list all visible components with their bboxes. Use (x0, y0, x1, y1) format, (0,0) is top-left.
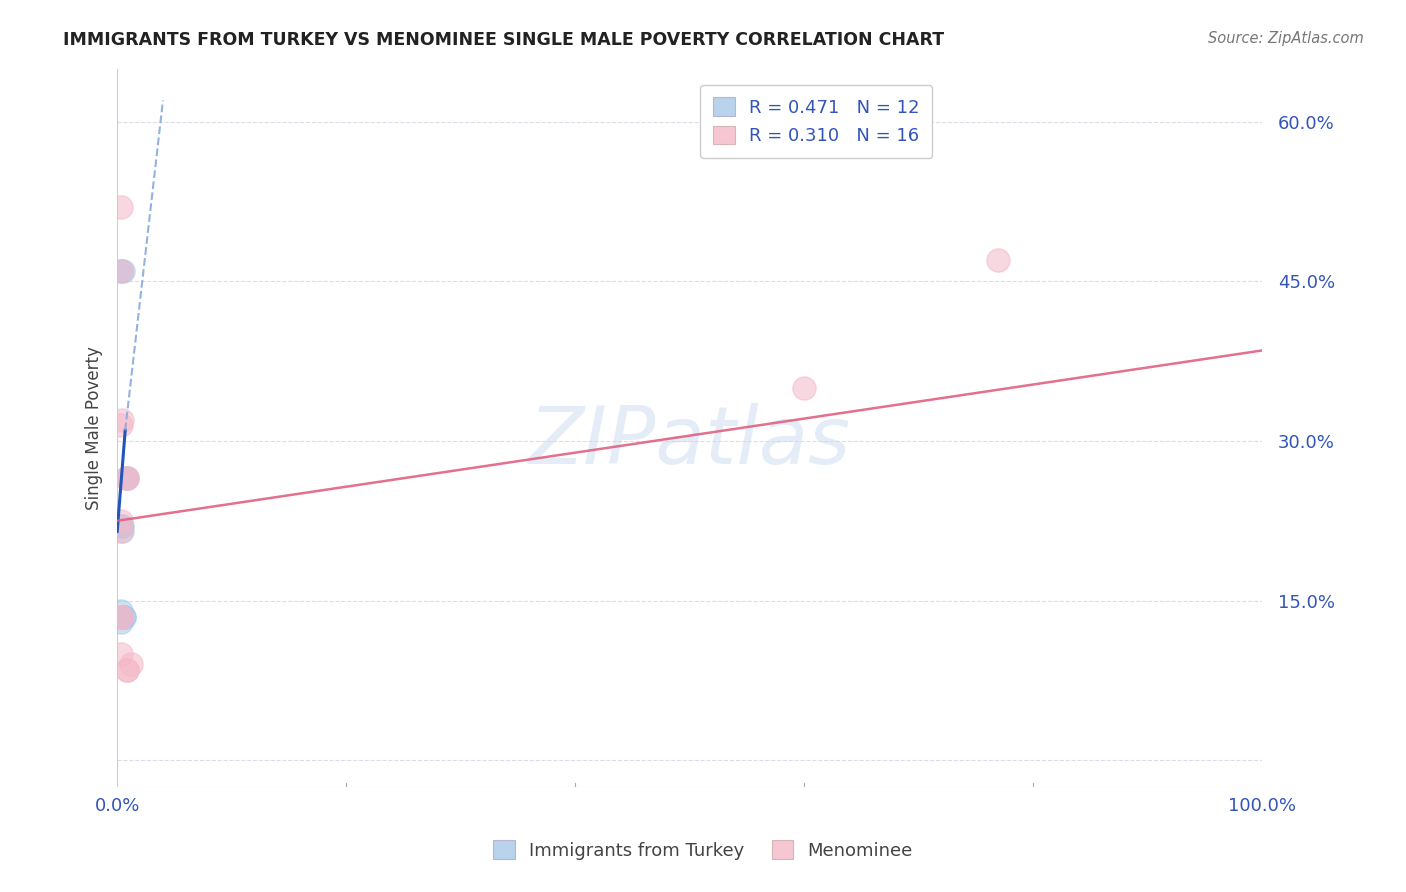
Point (117, 471, 139, 485)
Point (110, 615, 132, 629)
Point (110, 609, 132, 624)
Point (110, 647, 132, 661)
Point (112, 609, 135, 624)
Text: IMMIGRANTS FROM TURKEY VS MENOMINEE SINGLE MALE POVERTY CORRELATION CHART: IMMIGRANTS FROM TURKEY VS MENOMINEE SING… (63, 31, 945, 49)
Point (110, 524, 132, 539)
Point (110, 200, 132, 214)
Point (111, 519, 134, 533)
Point (110, 604, 132, 618)
Point (111, 413, 134, 427)
Point (117, 663, 139, 677)
Point (115, 471, 138, 485)
Legend: R = 0.471   N = 12, R = 0.310   N = 16: R = 0.471 N = 12, R = 0.310 N = 16 (700, 85, 932, 158)
Point (117, 471, 139, 485)
Point (110, 263, 132, 277)
Legend: Immigrants from Turkey, Menominee: Immigrants from Turkey, Menominee (486, 833, 920, 867)
Point (117, 663, 139, 677)
Point (987, 253, 1010, 268)
Point (111, 524, 134, 539)
Point (112, 609, 135, 624)
Point (110, 263, 132, 277)
Point (120, 657, 142, 672)
Point (111, 263, 134, 277)
Point (110, 609, 132, 624)
Y-axis label: Single Male Poverty: Single Male Poverty (86, 346, 103, 509)
Point (110, 514, 132, 528)
Point (110, 519, 132, 533)
Text: ZIPatlas: ZIPatlas (529, 403, 851, 481)
Point (110, 417, 132, 432)
Point (110, 609, 132, 624)
Text: Source: ZipAtlas.com: Source: ZipAtlas.com (1208, 31, 1364, 46)
Point (117, 471, 139, 485)
Point (793, 381, 815, 395)
